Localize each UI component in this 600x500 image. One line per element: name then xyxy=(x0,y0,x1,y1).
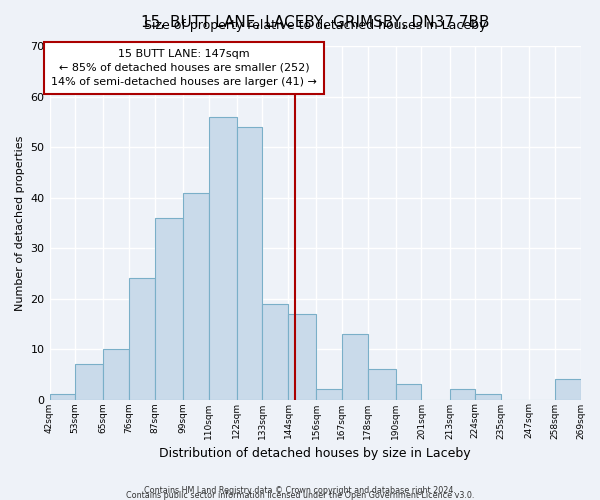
Bar xyxy=(236,127,262,400)
Text: 15 BUTT LANE: 147sqm
← 85% of detached houses are smaller (252)
14% of semi-deta: 15 BUTT LANE: 147sqm ← 85% of detached h… xyxy=(51,49,317,87)
X-axis label: Distribution of detached houses by size in Laceby: Distribution of detached houses by size … xyxy=(159,447,471,460)
Bar xyxy=(129,278,155,400)
Title: 15, BUTT LANE, LACEBY, GRIMSBY, DN37 7BB: 15, BUTT LANE, LACEBY, GRIMSBY, DN37 7BB xyxy=(141,15,489,30)
Bar xyxy=(368,370,396,400)
Bar xyxy=(209,117,236,400)
Bar xyxy=(316,390,342,400)
Bar xyxy=(50,394,75,400)
Y-axis label: Number of detached properties: Number of detached properties xyxy=(15,136,25,310)
Text: Size of property relative to detached houses in Laceby: Size of property relative to detached ho… xyxy=(144,20,486,32)
Bar xyxy=(475,394,501,400)
Text: Contains HM Land Registry data © Crown copyright and database right 2024.: Contains HM Land Registry data © Crown c… xyxy=(144,486,456,495)
Bar xyxy=(288,314,316,400)
Text: Contains public sector information licensed under the Open Government Licence v3: Contains public sector information licen… xyxy=(126,491,474,500)
Bar xyxy=(449,390,475,400)
Bar xyxy=(183,192,209,400)
Bar xyxy=(555,380,581,400)
Bar xyxy=(262,304,288,400)
Bar xyxy=(75,364,103,400)
Bar xyxy=(155,218,183,400)
Bar xyxy=(103,349,129,400)
Bar xyxy=(342,334,368,400)
Bar xyxy=(396,384,421,400)
